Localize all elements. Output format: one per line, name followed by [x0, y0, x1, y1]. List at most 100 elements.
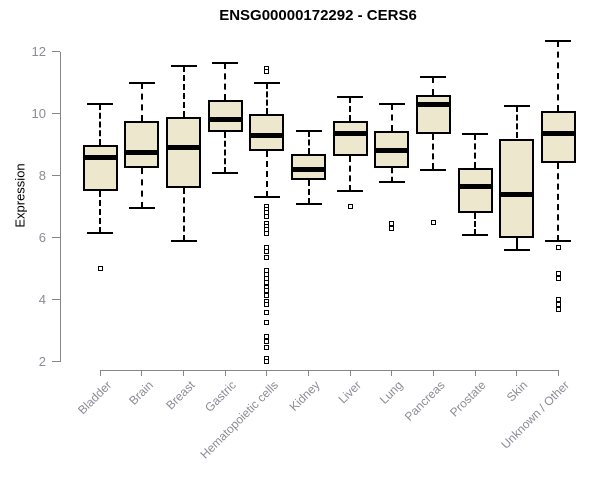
y-axis-line — [60, 51, 61, 362]
x-axis-line — [100, 370, 560, 371]
x-tick-label-lung: Lung — [376, 378, 406, 407]
outlier-point — [264, 301, 270, 307]
x-axis-tick — [432, 371, 434, 376]
upper-whisker-cap — [87, 103, 114, 106]
outlier-point — [555, 244, 561, 250]
upper-whisker — [224, 62, 227, 100]
x-tick-label-liver: Liver — [335, 378, 365, 407]
lower-whisker — [432, 133, 435, 170]
outlier-point — [264, 244, 270, 250]
box-liver — [332, 121, 368, 156]
outlier-point — [389, 221, 395, 227]
x-axis-tick — [391, 371, 393, 376]
outlier-point — [264, 230, 270, 236]
y-axis-tick — [52, 237, 60, 239]
y-axis-tick — [52, 51, 60, 53]
x-axis-tick — [474, 371, 476, 376]
outlier-point — [264, 339, 270, 345]
upper-whisker — [515, 105, 518, 139]
y-tick-label: 12 — [31, 43, 46, 59]
median-line — [499, 191, 535, 197]
y-axis-tick — [52, 175, 60, 177]
y-tick-label: 8 — [38, 167, 46, 183]
outlier-point — [264, 280, 270, 286]
lower-whisker-cap — [295, 202, 322, 205]
outlier-point — [555, 275, 561, 281]
box-hematopoietic-cells — [249, 113, 285, 151]
box-pancreas — [415, 95, 451, 134]
y-tick-label: 4 — [38, 291, 46, 307]
median-line — [207, 117, 243, 123]
outlier-point — [264, 275, 270, 281]
outlier-point — [264, 213, 270, 219]
x-tick-label-hematopoietic-cells: Hematopoietic cells — [197, 378, 281, 462]
lower-whisker-cap — [128, 207, 155, 210]
upper-whisker-cap — [253, 81, 280, 84]
lower-whisker — [182, 188, 185, 241]
median-line — [415, 101, 451, 107]
x-tick-label-gastric: Gastric — [202, 378, 240, 415]
x-axis-tick — [224, 371, 226, 376]
outlier-point — [264, 359, 270, 365]
upper-whisker — [307, 130, 310, 154]
outlier-point — [264, 345, 270, 351]
outlier-point — [555, 297, 561, 303]
x-axis-tick — [349, 371, 351, 376]
median-line — [457, 184, 493, 190]
x-tick-label-breast: Breast — [163, 378, 198, 413]
median-line — [82, 154, 118, 160]
y-axis-tick — [52, 113, 60, 115]
upper-whisker-cap — [503, 104, 530, 107]
x-tick-label-skin: Skin — [504, 378, 531, 405]
x-axis-tick — [557, 371, 559, 376]
y-axis-tick — [52, 299, 60, 301]
x-axis-tick — [99, 371, 101, 376]
upper-whisker-cap — [212, 61, 239, 64]
upper-whisker — [99, 104, 102, 145]
x-axis-tick — [308, 371, 309, 376]
median-line — [374, 148, 410, 154]
box-breast — [166, 116, 202, 189]
y-tick-label: 10 — [31, 105, 46, 121]
outlier-point — [347, 204, 353, 210]
x-axis-tick — [183, 371, 185, 376]
outlier-point — [389, 225, 395, 231]
box-bladder — [82, 144, 118, 192]
upper-whisker-cap — [170, 64, 197, 67]
lower-whisker-cap — [503, 249, 530, 252]
lower-whisker-cap — [545, 239, 572, 242]
outlier-point — [264, 69, 270, 75]
outlier-point — [264, 287, 270, 293]
x-tick-label-prostate: Prostate — [447, 378, 490, 420]
outlier-point — [555, 270, 561, 276]
box-prostate — [457, 167, 493, 213]
upper-whisker — [390, 104, 393, 131]
upper-whisker — [432, 76, 435, 96]
upper-whisker-cap — [295, 129, 322, 132]
box-brain — [124, 121, 160, 168]
box-gastric — [207, 99, 243, 133]
chart-title: ENSG00000172292 - CERS6 — [219, 7, 417, 24]
lower-whisker-cap — [337, 190, 364, 193]
x-tick-label-brain: Brain — [126, 378, 156, 408]
lower-whisker-cap — [170, 239, 197, 242]
upper-whisker — [474, 133, 477, 168]
outlier-point — [264, 320, 270, 326]
box-unknown-other — [540, 110, 576, 164]
outlier-point — [430, 219, 436, 225]
median-line — [124, 149, 160, 155]
lower-whisker-cap — [420, 168, 447, 171]
upper-whisker-cap — [420, 75, 447, 78]
lower-whisker-cap — [87, 232, 114, 235]
upper-whisker — [557, 40, 560, 111]
outlier-point — [264, 255, 270, 261]
outlier-point — [264, 292, 270, 298]
lower-whisker — [224, 132, 227, 173]
y-axis-tick — [52, 361, 60, 363]
median-line — [249, 132, 285, 138]
upper-whisker-cap — [128, 81, 155, 84]
outlier-point — [264, 309, 270, 315]
outlier-point — [555, 301, 561, 307]
median-line — [166, 145, 202, 151]
